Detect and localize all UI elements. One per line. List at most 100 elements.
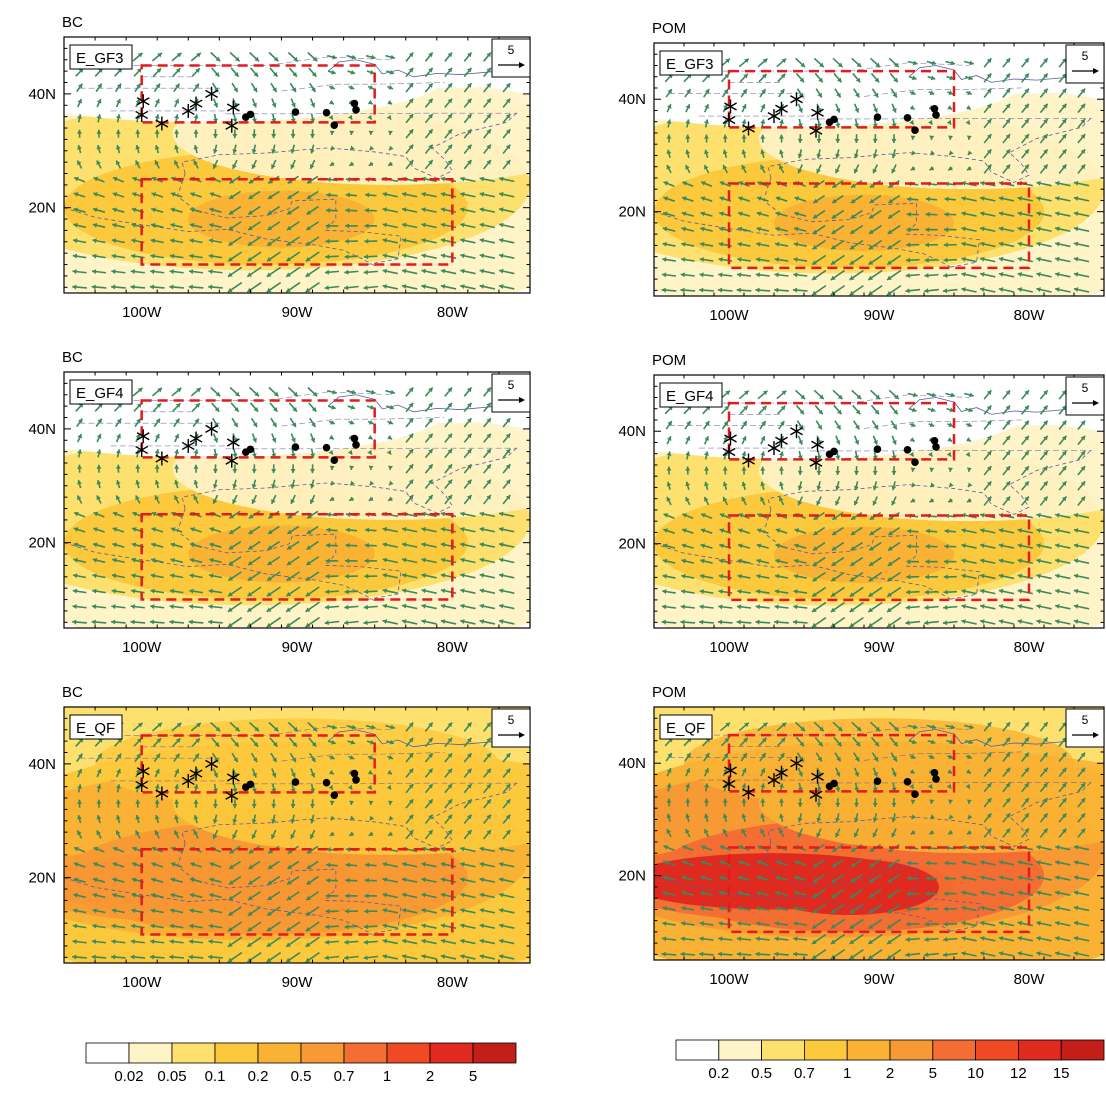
wind-arrowhead (92, 253, 97, 259)
wind-arrowhead (272, 757, 277, 763)
wind-arrowhead (189, 222, 195, 228)
wind-arrowhead (368, 130, 374, 135)
site-asterisk (226, 100, 240, 115)
experiment-label: E_GF3 (69, 44, 133, 70)
wind-arrowhead (232, 453, 238, 458)
wind-arrowhead (112, 207, 117, 213)
site-dot (350, 769, 359, 778)
site-asterisk (226, 770, 240, 785)
wind-arrowhead (369, 404, 375, 410)
wind-arrowhead (868, 275, 874, 280)
wind-arrowhead (868, 260, 874, 265)
wind-arrowhead (868, 290, 874, 296)
wind-arrowhead (499, 284, 504, 289)
lon-label: 80W (1014, 971, 1046, 988)
wind-arrowhead (700, 860, 706, 866)
wind-arrowhead (1055, 543, 1060, 549)
wind-arrowhead (447, 814, 453, 820)
wind-arrowhead (911, 739, 917, 745)
wind-arrowhead (150, 557, 156, 563)
wind-arrowhead (925, 242, 930, 248)
wind-arrowhead (869, 847, 875, 852)
site-dot (830, 115, 838, 124)
wind-arrowhead (906, 543, 911, 549)
wind-arrowhead (887, 561, 893, 566)
wind-arrowhead (111, 269, 116, 275)
wind-arrowhead (737, 558, 743, 564)
wind-arrowhead (170, 207, 176, 213)
wind-arrowhead (1061, 435, 1067, 441)
wind-arrowhead (326, 512, 331, 518)
wind-arrowhead (371, 724, 376, 730)
wind-arrowhead (755, 921, 761, 927)
wind-arrowhead (666, 451, 672, 456)
wind-arrowhead (760, 134, 766, 139)
wind-arrowhead (929, 90, 935, 95)
wind-arrowhead (1043, 420, 1048, 426)
wind-arrowhead (215, 56, 221, 62)
wind-arrowhead (349, 161, 355, 166)
wind-arrowhead (868, 576, 874, 582)
wind-arrowhead (685, 813, 691, 819)
wind-arrowhead (154, 815, 160, 820)
wind-arrowhead (966, 165, 972, 171)
wind-arrowhead (154, 784, 160, 789)
wind-arrowhead (1073, 512, 1079, 518)
wind-arrowhead (942, 288, 948, 294)
wind-arrowhead (115, 114, 121, 119)
wind-arrowhead (961, 287, 966, 293)
wind-arrowhead (961, 196, 966, 201)
wind-arrowhead (944, 543, 949, 549)
wind-arrowhead (849, 260, 855, 265)
wind-arrowhead (966, 437, 971, 442)
wind-arrowhead (309, 148, 315, 154)
wind-arrowhead (247, 241, 253, 246)
wind-arrowhead (460, 191, 465, 197)
wind-arrowhead (961, 860, 966, 865)
wind-arrowhead (466, 737, 472, 743)
wind-arrowhead (718, 921, 723, 927)
wind-arrowhead (306, 895, 312, 901)
wind-arrowhead (701, 181, 706, 186)
site-asterisk (811, 105, 824, 120)
wind-arrowhead (77, 160, 82, 166)
wind-arrowhead (874, 741, 880, 747)
wind-arrowhead (948, 754, 954, 759)
wind-arrowhead (369, 480, 375, 486)
wind-arrowhead (741, 104, 747, 109)
wind-arrowhead (910, 135, 916, 140)
wind-arrowhead (1055, 196, 1060, 201)
wind-arrowhead (215, 726, 221, 732)
wind-arrowhead (306, 576, 311, 581)
colorbar-swatch (171, 1042, 216, 1064)
wind-arrowhead (194, 753, 199, 759)
wind-arrowhead (440, 557, 446, 563)
state-border (810, 782, 1092, 784)
wind-arrowhead (479, 526, 485, 532)
site-dot (330, 121, 339, 129)
wind-arrowhead (700, 241, 705, 247)
wind-arrowhead (944, 860, 949, 866)
wind-arrowhead (387, 434, 393, 440)
wind-arrowhead (189, 253, 194, 259)
wind-arrowhead (760, 783, 766, 788)
site-asterisk (809, 455, 823, 470)
region-box-north (140, 399, 376, 459)
wind-arrowhead (440, 938, 446, 944)
wind-arrowhead (447, 479, 453, 485)
wind-arrowhead (666, 783, 672, 788)
wind-arrowhead (310, 788, 316, 793)
wind-arrowhead (305, 287, 311, 293)
wind-arrowhead (1036, 287, 1041, 293)
wind-arrowhead (961, 603, 966, 609)
wind-arrowhead (93, 207, 98, 213)
wind-arrowhead (232, 483, 238, 489)
wind-arrowhead (290, 804, 296, 809)
wind-arrowhead (797, 470, 803, 475)
wind-arrowhead (251, 148, 257, 154)
lat-label: 20N (618, 536, 646, 553)
wind-arrowhead (402, 892, 407, 898)
wind-arrowhead (686, 89, 691, 94)
wind-arrowhead (780, 405, 786, 411)
wind-arrowhead (961, 226, 966, 232)
